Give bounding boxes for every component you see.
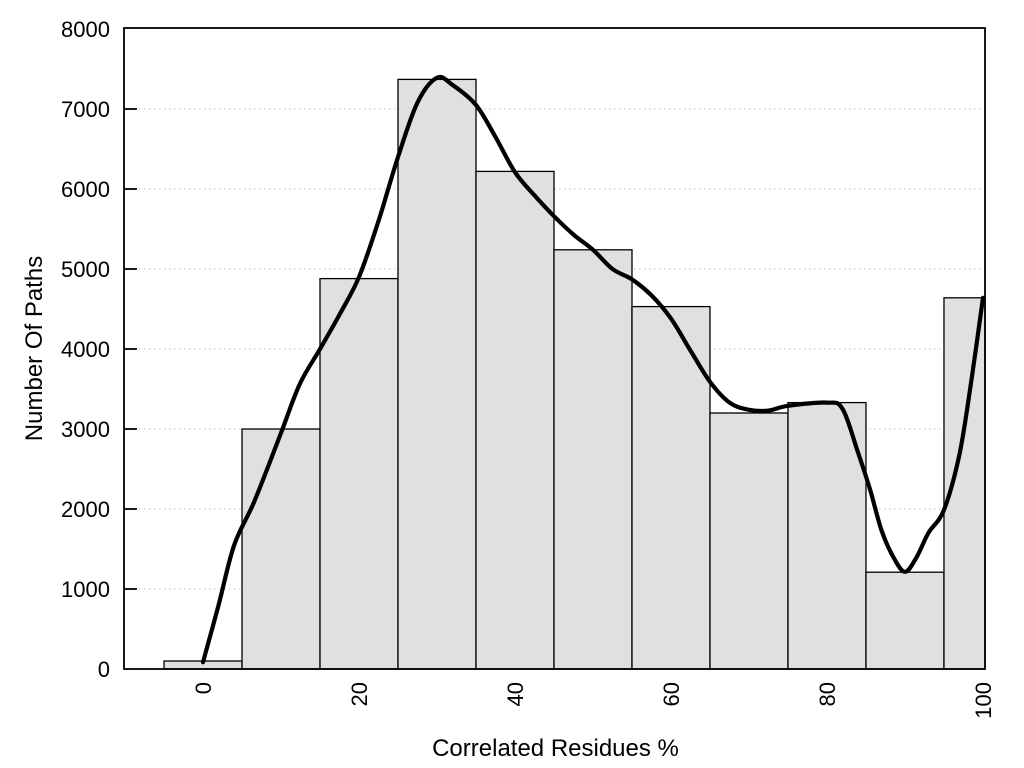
y-tick-label: 7000	[61, 97, 110, 122]
histogram-bars	[163, 78, 986, 670]
y-tick-label: 6000	[61, 177, 110, 202]
histogram-bar	[943, 297, 986, 670]
y-axis-title: Number Of Paths	[21, 256, 48, 441]
y-tick-label: 2000	[61, 497, 110, 522]
histogram-bar	[319, 277, 399, 670]
histogram-bar	[865, 571, 945, 670]
x-tick-label: 40	[503, 682, 528, 706]
x-tick-label: 80	[815, 682, 840, 706]
x-tick-label: 0	[191, 682, 216, 694]
y-tick-label: 5000	[61, 257, 110, 282]
y-tick-label: 1000	[61, 577, 110, 602]
histogram-bar	[241, 428, 321, 670]
density-curve	[200, 74, 986, 665]
x-axis-title: Correlated Residues %	[432, 735, 679, 762]
y-tick-label: 4000	[61, 337, 110, 362]
axis-ticks	[124, 108, 137, 590]
tick-labels: 0 1000 2000 3000 4000 5000 6000 7000 8000 0 20 40 60…	[61, 17, 996, 719]
x-tick-label: 60	[659, 682, 684, 706]
histogram-bar	[553, 249, 633, 670]
x-tick-label: 20	[347, 682, 372, 706]
histogram-bar	[397, 78, 477, 670]
density-curve-path	[200, 74, 986, 665]
x-tick-label: 100	[971, 682, 996, 719]
histogram-bar	[475, 170, 555, 670]
histogram-bar	[709, 412, 789, 670]
y-tick-label: 3000	[61, 417, 110, 442]
y-tick-label: 0	[98, 657, 110, 682]
histogram-bar	[631, 305, 711, 670]
plot-frame	[123, 27, 986, 670]
frame-rect	[123, 27, 986, 670]
y-tick-label: 8000	[61, 17, 110, 42]
